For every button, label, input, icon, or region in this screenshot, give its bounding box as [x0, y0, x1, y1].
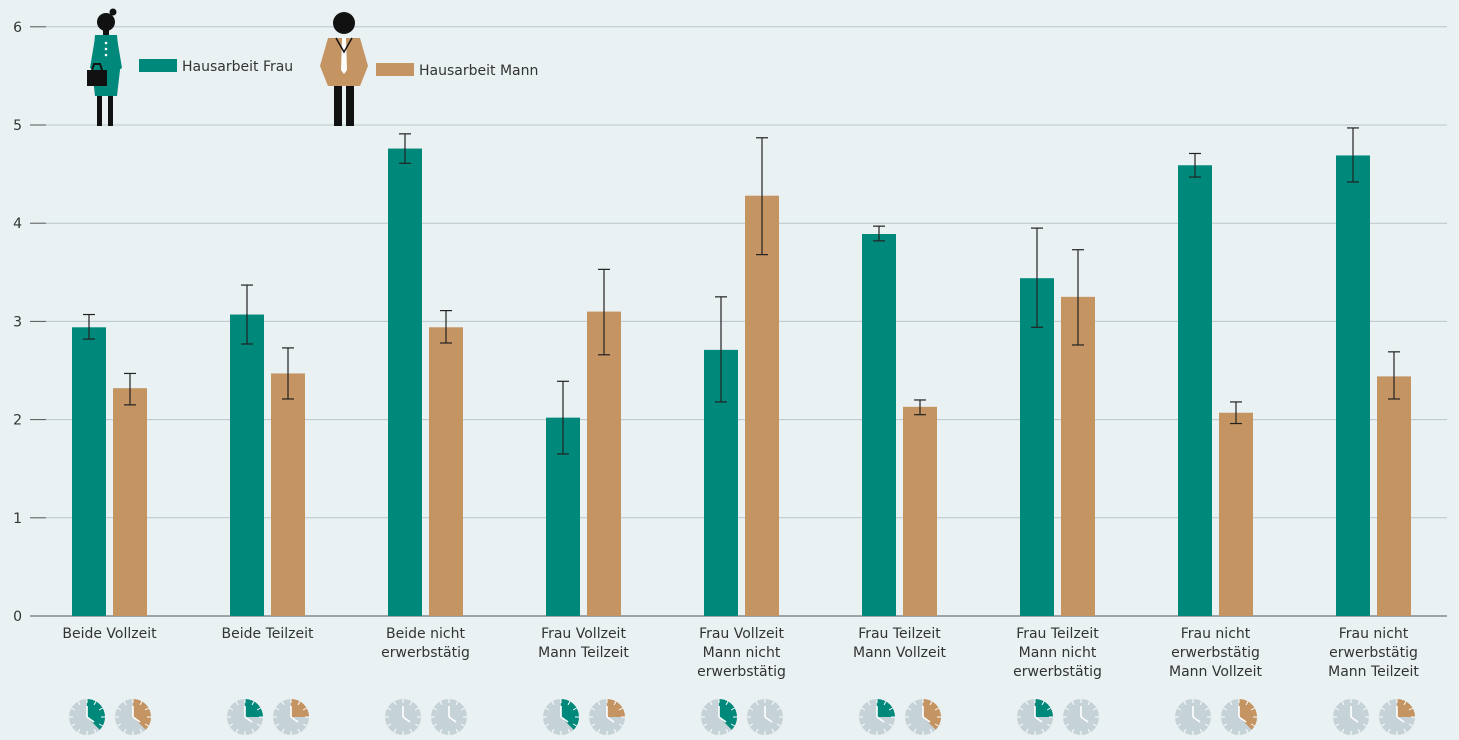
error-bar: [241, 284, 253, 345]
error-bar: [1230, 401, 1242, 425]
error-bar: [440, 309, 452, 344]
bars: [72, 148, 1411, 617]
error-bar: [399, 133, 411, 164]
x-category-label: Frau nicht erwerbstätig Mann Vollzeit: [1169, 626, 1263, 680]
bar-mann: [587, 311, 621, 616]
clock-icon: [859, 699, 895, 735]
clock-icon: [431, 699, 467, 735]
x-category-label: Frau Teilzeit Mann nicht erwerbstätig: [1013, 626, 1102, 680]
clock-icon: [747, 699, 783, 735]
error-bar: [83, 313, 95, 340]
x-category-label: Beide Vollzeit: [62, 626, 157, 642]
x-category-label: Beide nicht erwerbstätig: [381, 626, 470, 661]
error-bars: [83, 127, 1400, 455]
error-bar: [873, 225, 885, 242]
bar-mann: [429, 327, 463, 616]
clock-icon: [1379, 699, 1415, 735]
woman-figure-icon: [87, 8, 122, 126]
clock-icon: [273, 699, 309, 735]
error-bar: [1072, 249, 1084, 346]
bar-frau: [1178, 165, 1212, 616]
x-category-label: Frau Teilzeit Mann Vollzeit: [853, 626, 947, 661]
clock-icon: [1017, 699, 1053, 735]
bar-frau: [862, 234, 896, 616]
x-category-label: Frau Vollzeit Mann Teilzeit: [538, 626, 629, 661]
bar-mann: [745, 195, 779, 617]
error-bar: [557, 380, 569, 455]
clock-icon: [589, 699, 625, 735]
x-category-label: Beide Teilzeit: [222, 626, 314, 642]
bar-mann: [1219, 412, 1253, 616]
error-bar: [715, 296, 727, 403]
error-bar: [124, 372, 136, 406]
clock-icon: [1221, 699, 1258, 735]
bar-mann: [271, 373, 305, 616]
clock-icon: [69, 699, 106, 735]
x-category-label: Frau Vollzeit Mann nicht erwerbstätig: [697, 626, 786, 680]
clock-icons: [69, 699, 1415, 735]
bar-mann: [903, 406, 937, 616]
legend-swatch-mann: [376, 63, 414, 76]
clock-icon: [1333, 699, 1369, 735]
legend-swatch-frau: [139, 59, 177, 72]
clock-icon: [1063, 699, 1099, 735]
error-bar: [914, 399, 926, 416]
x-category-label: Frau nicht erwerbstätig Mann Teilzeit: [1328, 626, 1419, 680]
bar-mann: [113, 388, 147, 616]
error-bar: [1388, 351, 1400, 400]
x-axis-labels: Beide Vollzeit Beide Teilzeit Beide nicht e…: [62, 626, 1419, 680]
clock-icon: [227, 699, 263, 735]
man-figure-icon: [320, 12, 368, 126]
legend-label-frau: Hausarbeit Frau: [182, 59, 293, 75]
y-tick-label: 3: [13, 314, 22, 330]
y-tick-label: 4: [13, 216, 22, 232]
bar-mann: [1061, 296, 1095, 616]
error-bar: [1031, 227, 1043, 328]
clock-icon: [701, 699, 737, 735]
error-bar: [598, 268, 610, 356]
y-tick-label: 6: [13, 20, 22, 36]
y-tick-label: 0: [13, 609, 22, 625]
y-tick-label: 2: [13, 413, 22, 429]
bar-frau: [1336, 155, 1370, 616]
error-bar: [1189, 152, 1201, 178]
error-bar: [756, 137, 768, 256]
bar-frau: [230, 314, 264, 616]
clock-icon: [543, 699, 579, 735]
bar-frau: [72, 327, 106, 616]
bar-mann: [1377, 376, 1411, 616]
clock-icon: [1175, 699, 1211, 735]
clock-icon: [905, 699, 942, 735]
bar-frau: [1020, 278, 1054, 616]
error-bar: [282, 347, 294, 400]
clock-icon: [385, 699, 421, 735]
error-bar: [1347, 127, 1359, 183]
bar-frau: [388, 148, 422, 616]
y-tick-label: 5: [13, 118, 22, 134]
y-tick-label: 1: [13, 511, 22, 527]
legend-label-mann: Hausarbeit Mann: [419, 63, 538, 79]
clock-icon: [115, 699, 152, 735]
